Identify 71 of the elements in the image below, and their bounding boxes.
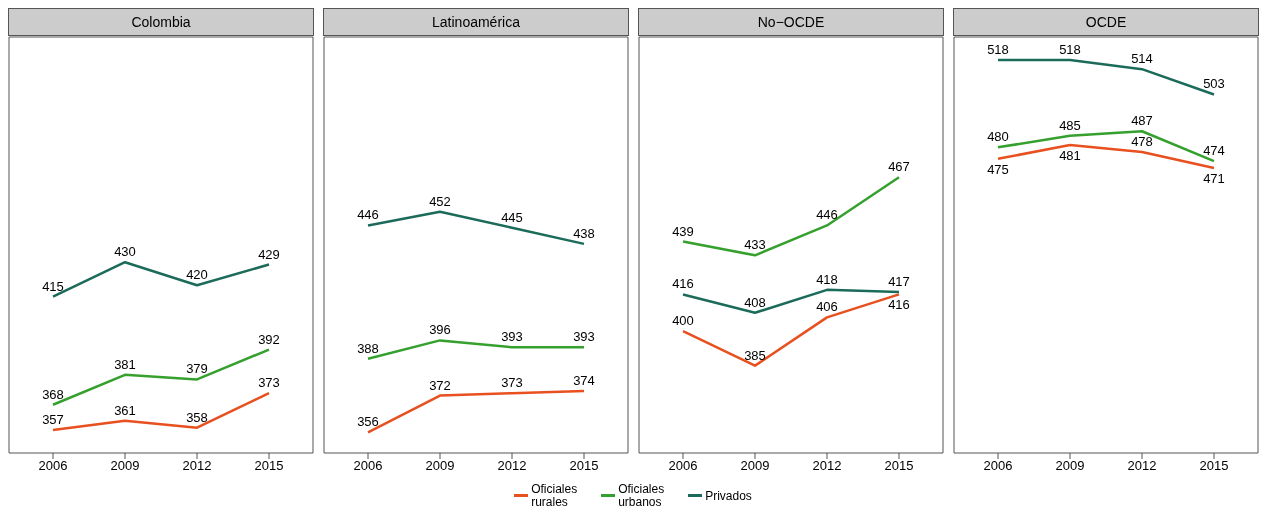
data-label: 416 xyxy=(672,276,694,292)
data-label: 475 xyxy=(987,161,1009,177)
data-label: 373 xyxy=(258,375,280,391)
data-label: 418 xyxy=(816,271,838,287)
data-label: 478 xyxy=(1131,133,1153,149)
data-label: 430 xyxy=(114,244,136,260)
data-label: 467 xyxy=(888,159,910,175)
data-label: 396 xyxy=(429,322,451,338)
data-label: 446 xyxy=(357,207,379,223)
data-label: 439 xyxy=(672,223,694,239)
x-tick-label: 2009 xyxy=(740,458,770,474)
x-tick-label: 2009 xyxy=(425,458,455,474)
data-label: 393 xyxy=(501,329,523,345)
data-label: 420 xyxy=(186,267,208,283)
x-tick-label: 2015 xyxy=(884,458,914,474)
x-tick-label: 2012 xyxy=(182,458,212,474)
chart-title: No−OCDE xyxy=(638,8,944,36)
data-label: 392 xyxy=(258,331,280,347)
data-label: 446 xyxy=(816,207,838,223)
data-label: 357 xyxy=(42,412,64,428)
data-label: 487 xyxy=(1131,113,1153,129)
data-label: 518 xyxy=(1059,41,1081,57)
data-label: 485 xyxy=(1059,117,1081,133)
data-label: 381 xyxy=(114,356,136,372)
chart-title: Colombia xyxy=(8,8,314,36)
data-label: 503 xyxy=(1203,76,1225,92)
data-label: 433 xyxy=(744,237,766,253)
data-label: 429 xyxy=(258,246,280,262)
x-tick-label: 2006 xyxy=(38,458,68,474)
data-label: 518 xyxy=(987,41,1009,57)
x-tick-label: 2009 xyxy=(1055,458,1085,474)
data-label: 374 xyxy=(573,372,595,388)
data-label: 400 xyxy=(672,313,694,329)
x-tick-label: 2015 xyxy=(1199,458,1229,474)
legend-label: Oficiales rurales xyxy=(531,482,579,509)
data-label: 445 xyxy=(501,209,523,225)
data-label: 356 xyxy=(357,414,379,430)
data-label: 379 xyxy=(186,361,208,377)
data-label: 358 xyxy=(186,409,208,425)
data-label: 474 xyxy=(1203,143,1225,159)
data-label: 373 xyxy=(501,375,523,391)
data-label: 406 xyxy=(816,299,838,315)
data-label: 514 xyxy=(1131,51,1153,67)
chart-title: Latinoamérica xyxy=(323,8,629,36)
x-tick-label: 2015 xyxy=(254,458,284,474)
data-label: 415 xyxy=(42,278,64,294)
data-label: 393 xyxy=(573,329,595,345)
x-tick-label: 2009 xyxy=(110,458,140,474)
x-tick-label: 2006 xyxy=(668,458,698,474)
data-label: 372 xyxy=(429,377,451,393)
legend-label: Privados xyxy=(705,488,752,503)
data-label: 452 xyxy=(429,193,451,209)
data-label: 368 xyxy=(42,386,64,402)
x-tick-label: 2012 xyxy=(497,458,527,474)
data-label: 481 xyxy=(1059,148,1081,164)
x-tick-label: 2012 xyxy=(812,458,842,474)
data-label: 385 xyxy=(744,347,766,363)
data-label: 408 xyxy=(744,294,766,310)
data-label: 416 xyxy=(888,297,910,313)
data-label: 388 xyxy=(357,340,379,356)
data-label: 480 xyxy=(987,129,1009,145)
x-tick-label: 2006 xyxy=(353,458,383,474)
x-tick-label: 2015 xyxy=(569,458,599,474)
data-label: 471 xyxy=(1203,171,1225,187)
x-tick-label: 2006 xyxy=(983,458,1013,474)
data-label: 417 xyxy=(888,274,910,290)
chart-title: OCDE xyxy=(953,8,1259,36)
data-label: 438 xyxy=(573,225,595,241)
legend-label: Oficiales urbanos xyxy=(618,482,666,509)
x-tick-label: 2012 xyxy=(1127,458,1157,474)
data-label: 361 xyxy=(114,402,136,418)
